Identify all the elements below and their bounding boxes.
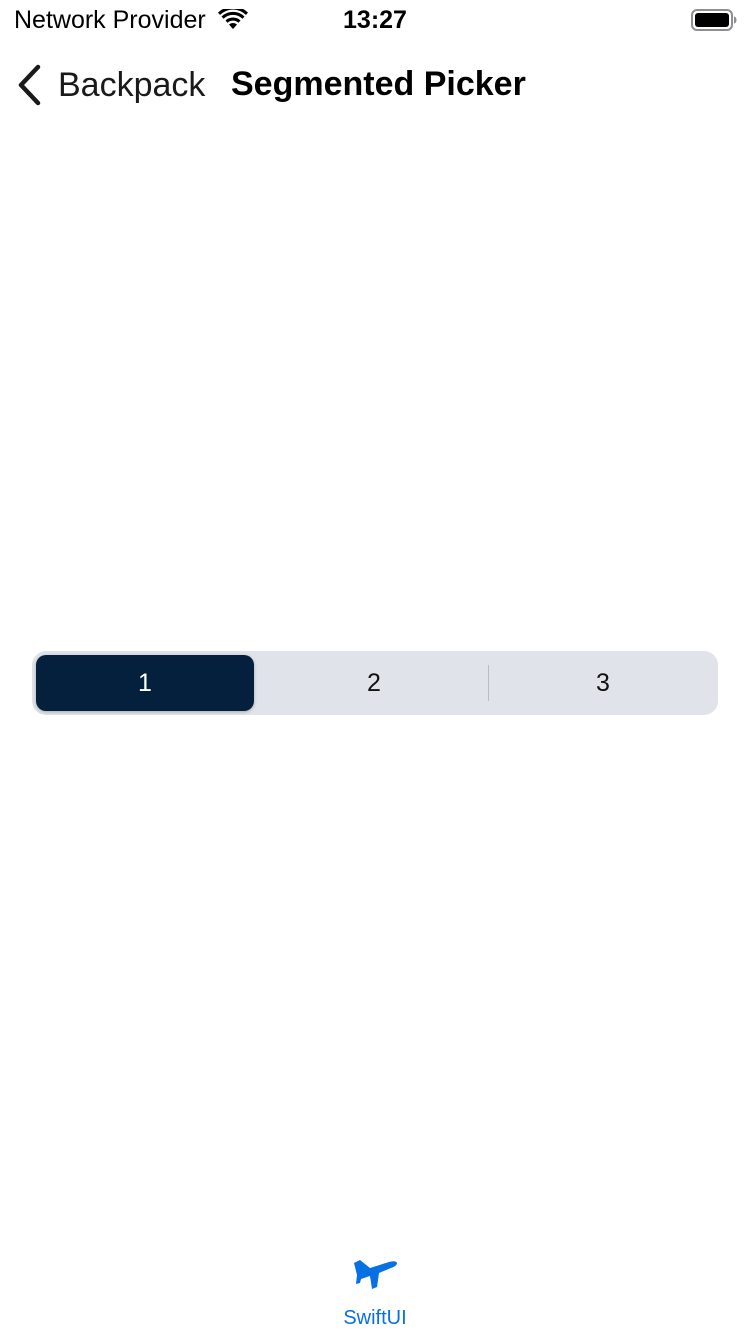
battery-icon xyxy=(691,9,737,31)
wifi-icon xyxy=(218,9,248,29)
back-button-label: Backpack xyxy=(58,66,206,104)
tab-bar: SwiftUI xyxy=(0,1240,750,1334)
tab-label: SwiftUI xyxy=(343,1307,407,1329)
tab-swiftui[interactable]: SwiftUI xyxy=(0,1254,750,1330)
chevron-left-icon xyxy=(18,64,41,106)
segmented-picker: 1 2 3 xyxy=(32,651,718,715)
segment-2[interactable]: 2 xyxy=(367,668,381,697)
status-bar: Network Provider 13:27 xyxy=(0,0,750,40)
segment-divider xyxy=(488,665,489,701)
segment-1[interactable]: 1 xyxy=(36,655,254,711)
airplane-icon xyxy=(354,1260,397,1289)
carrier-label: Network Provider xyxy=(14,6,206,34)
clock: 13:27 xyxy=(343,6,407,34)
back-button[interactable]: Backpack xyxy=(14,60,205,110)
navigation-bar: Backpack Segmented Picker xyxy=(0,50,750,120)
page-title: Segmented Picker xyxy=(231,65,526,103)
segment-3[interactable]: 3 xyxy=(596,668,610,697)
